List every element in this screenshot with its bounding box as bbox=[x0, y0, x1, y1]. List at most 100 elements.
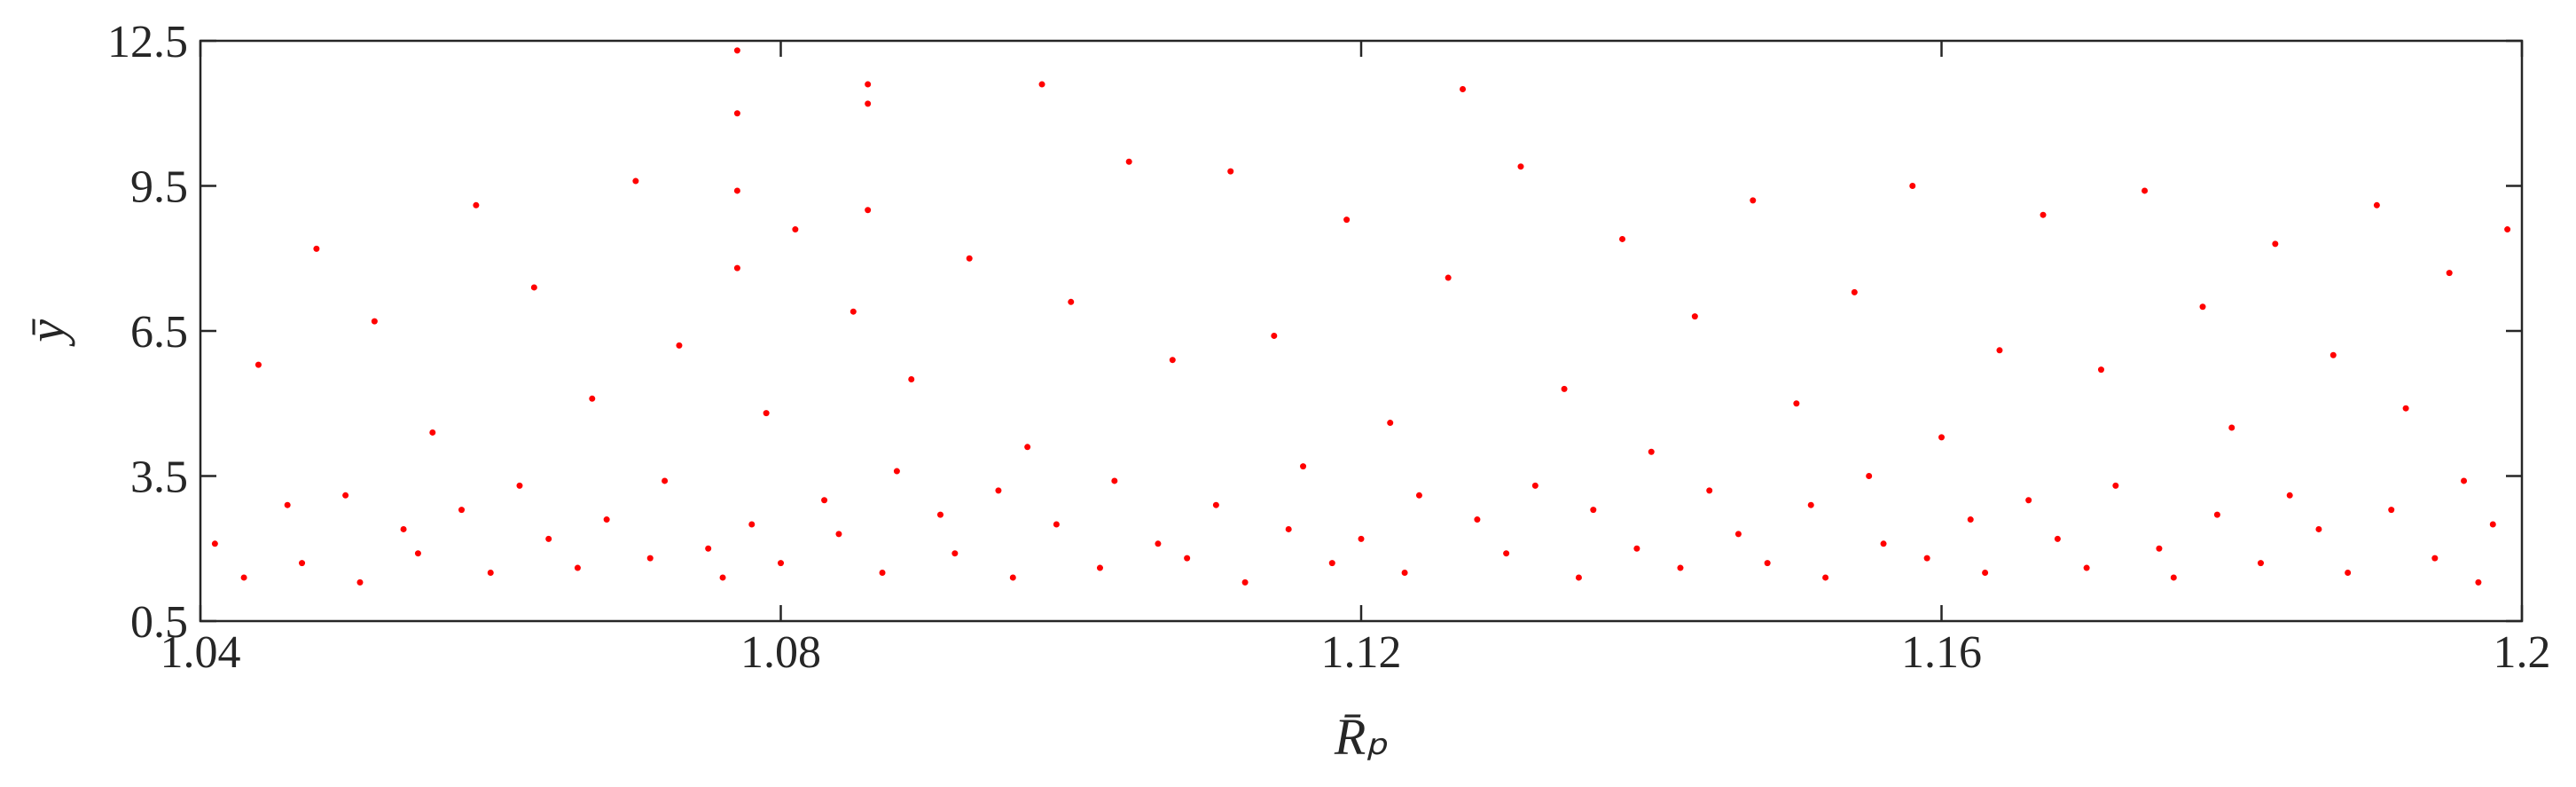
point bbox=[1503, 550, 1510, 557]
point bbox=[1822, 574, 1829, 581]
point bbox=[1750, 197, 1757, 204]
point bbox=[2141, 187, 2149, 194]
point bbox=[1184, 555, 1191, 562]
point bbox=[733, 187, 740, 194]
point bbox=[2489, 521, 2496, 528]
point bbox=[995, 487, 1002, 494]
point bbox=[908, 376, 915, 382]
point bbox=[2431, 555, 2439, 562]
point bbox=[371, 318, 378, 325]
y-tick-label: 9.5 bbox=[130, 162, 188, 213]
point bbox=[2170, 574, 2177, 581]
point bbox=[1982, 570, 1989, 576]
point bbox=[2257, 560, 2264, 567]
point bbox=[1866, 473, 1873, 479]
point bbox=[1734, 531, 1742, 538]
point bbox=[1706, 487, 1713, 494]
point bbox=[1460, 86, 1467, 92]
point bbox=[1764, 560, 1771, 567]
point bbox=[1328, 560, 1335, 567]
point bbox=[1387, 420, 1394, 427]
point bbox=[719, 574, 726, 581]
point bbox=[356, 578, 364, 586]
point bbox=[632, 177, 639, 185]
point bbox=[705, 545, 712, 552]
point bbox=[487, 570, 494, 576]
point bbox=[2504, 226, 2511, 233]
point bbox=[748, 521, 756, 528]
point bbox=[2461, 477, 2468, 484]
point bbox=[1227, 168, 1234, 175]
point bbox=[603, 516, 610, 523]
point bbox=[1271, 332, 1278, 339]
point bbox=[893, 468, 900, 475]
point bbox=[2054, 535, 2061, 542]
point bbox=[2199, 303, 2206, 311]
point bbox=[1938, 434, 1945, 441]
point bbox=[1285, 525, 1292, 532]
point bbox=[2156, 545, 2163, 552]
point bbox=[1300, 463, 1307, 470]
point bbox=[313, 245, 320, 252]
point bbox=[1401, 570, 1408, 576]
point bbox=[299, 560, 306, 567]
point bbox=[1633, 545, 1640, 552]
point bbox=[1474, 516, 1481, 523]
point bbox=[778, 560, 784, 567]
x-tick-label: 1.04 bbox=[161, 627, 241, 678]
point bbox=[1038, 81, 1045, 88]
point bbox=[2402, 405, 2409, 412]
point bbox=[865, 81, 872, 88]
point bbox=[574, 564, 581, 571]
point bbox=[733, 110, 740, 117]
point bbox=[1111, 477, 1118, 484]
point bbox=[2446, 270, 2453, 277]
point bbox=[733, 47, 740, 54]
point bbox=[1619, 235, 1626, 242]
point bbox=[1009, 574, 1016, 581]
point bbox=[1517, 163, 1524, 170]
point bbox=[458, 507, 466, 514]
point bbox=[1125, 158, 1132, 165]
point bbox=[865, 100, 872, 107]
point bbox=[850, 308, 857, 315]
point bbox=[1996, 347, 2003, 354]
point bbox=[1531, 482, 1539, 489]
point bbox=[473, 201, 480, 209]
point bbox=[835, 531, 842, 538]
point bbox=[2388, 507, 2395, 514]
point bbox=[1445, 274, 1452, 281]
point bbox=[1096, 564, 1103, 571]
point bbox=[516, 482, 523, 489]
plot-frame bbox=[199, 39, 2524, 623]
point bbox=[879, 570, 886, 576]
point bbox=[1677, 564, 1684, 571]
x-tick-label: 1.2 bbox=[2494, 627, 2551, 678]
point bbox=[1807, 501, 1814, 508]
point bbox=[1648, 448, 1655, 455]
point bbox=[1880, 540, 1887, 547]
point bbox=[1691, 313, 1698, 320]
y-tick-label: 3.5 bbox=[130, 453, 188, 503]
point bbox=[2345, 570, 2352, 576]
point bbox=[1155, 540, 1162, 547]
point bbox=[211, 540, 218, 547]
point bbox=[2112, 482, 2119, 489]
point bbox=[2213, 511, 2220, 518]
point bbox=[1415, 492, 1422, 499]
point bbox=[2228, 424, 2235, 431]
point bbox=[414, 550, 421, 557]
point bbox=[1343, 216, 1351, 224]
point bbox=[2272, 240, 2279, 248]
point bbox=[342, 492, 349, 499]
point bbox=[1241, 578, 1249, 586]
point bbox=[662, 477, 669, 484]
point bbox=[1923, 555, 1930, 562]
point bbox=[1561, 385, 1568, 392]
point bbox=[951, 550, 959, 557]
point bbox=[2373, 201, 2380, 209]
point bbox=[1575, 574, 1582, 581]
point bbox=[530, 284, 537, 291]
point bbox=[733, 264, 740, 272]
